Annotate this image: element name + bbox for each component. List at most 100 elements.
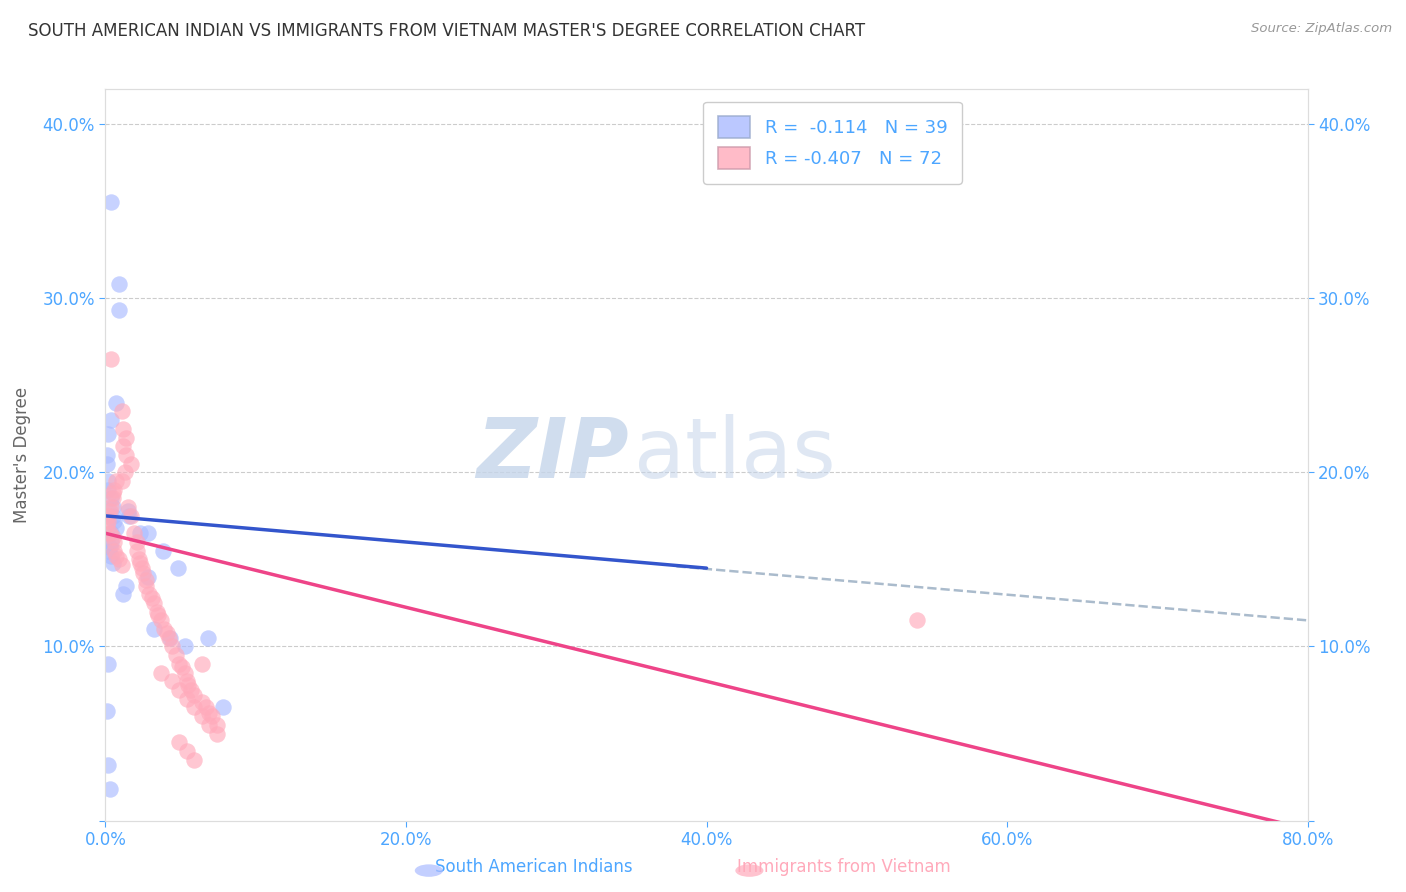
Point (104, 549, 127, 563)
Point (172, 660, 194, 674)
Point (120, 457, 142, 471)
Point (132, 566, 155, 581)
Point (129, 556, 152, 570)
Text: Source: ZipAtlas.com: Source: ZipAtlas.com (1251, 22, 1392, 36)
Point (100, 195, 122, 210)
Point (115, 578, 138, 592)
Point (138, 587, 160, 601)
Point (101, 500, 124, 515)
Point (190, 657, 212, 671)
Point (190, 695, 212, 709)
Point (104, 395, 127, 409)
Point (146, 608, 169, 623)
Point (97, 514, 120, 528)
Point (165, 648, 187, 663)
Point (118, 508, 141, 523)
Point (183, 700, 205, 714)
Point (117, 503, 139, 517)
Point (100, 491, 122, 506)
Point (101, 508, 124, 523)
Point (157, 631, 180, 645)
Point (125, 535, 148, 549)
Legend: R =  -0.114   N = 39, R = -0.407   N = 72: R = -0.114 N = 39, R = -0.407 N = 72 (703, 102, 962, 184)
Point (103, 535, 125, 549)
Point (141, 591, 163, 605)
Point (112, 422, 135, 436)
Point (176, 691, 198, 706)
Point (103, 514, 125, 528)
Point (183, 688, 205, 702)
Point (115, 430, 138, 444)
Point (100, 526, 122, 541)
Point (174, 640, 197, 654)
Point (129, 526, 152, 541)
Point (108, 277, 131, 292)
Point (183, 753, 205, 767)
Point (97, 543, 120, 558)
Point (111, 558, 134, 572)
Point (205, 726, 228, 740)
Point (112, 439, 135, 453)
Point (160, 674, 183, 689)
Point (100, 352, 122, 367)
Point (159, 631, 181, 645)
Point (136, 570, 159, 584)
Point (114, 466, 136, 480)
Text: South American Indians: South American Indians (436, 858, 633, 876)
Point (97, 758, 120, 772)
Point (98, 782, 121, 797)
Point (150, 665, 173, 680)
Point (145, 605, 167, 619)
Point (96, 448, 118, 462)
Point (104, 474, 127, 488)
Point (103, 483, 125, 497)
Point (120, 508, 142, 523)
Point (97, 657, 120, 671)
Point (167, 657, 190, 671)
Point (136, 526, 159, 541)
Point (101, 556, 124, 570)
Point (96, 517, 118, 532)
Point (104, 521, 127, 535)
Point (198, 718, 221, 732)
Point (97, 427, 120, 442)
Point (135, 574, 157, 588)
Point (177, 678, 200, 692)
Point (201, 709, 224, 723)
Point (156, 625, 179, 640)
Point (101, 530, 124, 544)
Point (166, 561, 188, 575)
Point (115, 448, 138, 462)
Point (174, 665, 197, 680)
Point (111, 474, 134, 488)
Point (97, 474, 120, 488)
Point (125, 543, 148, 558)
Point (176, 674, 198, 689)
Point (100, 535, 122, 549)
Text: atlas: atlas (634, 415, 837, 495)
Y-axis label: Master's Degree: Master's Degree (14, 387, 31, 523)
Point (100, 500, 122, 515)
Point (197, 631, 219, 645)
Point (190, 709, 212, 723)
Point (167, 735, 190, 749)
Text: SOUTH AMERICAN INDIAN VS IMMIGRANTS FROM VIETNAM MASTER'S DEGREE CORRELATION CHA: SOUTH AMERICAN INDIAN VS IMMIGRANTS FROM… (28, 22, 865, 40)
Point (100, 549, 122, 563)
Point (96, 704, 118, 718)
Point (195, 700, 218, 714)
Point (101, 491, 124, 506)
Point (142, 596, 165, 610)
Point (205, 718, 228, 732)
Point (142, 622, 165, 636)
Point (153, 622, 176, 636)
Point (108, 552, 131, 566)
Point (160, 640, 183, 654)
Point (117, 500, 139, 515)
Point (135, 578, 157, 592)
Point (96, 457, 118, 471)
Point (128, 552, 150, 566)
Point (103, 543, 125, 558)
Text: ZIP: ZIP (475, 415, 628, 495)
Point (152, 543, 174, 558)
Point (98, 526, 121, 541)
